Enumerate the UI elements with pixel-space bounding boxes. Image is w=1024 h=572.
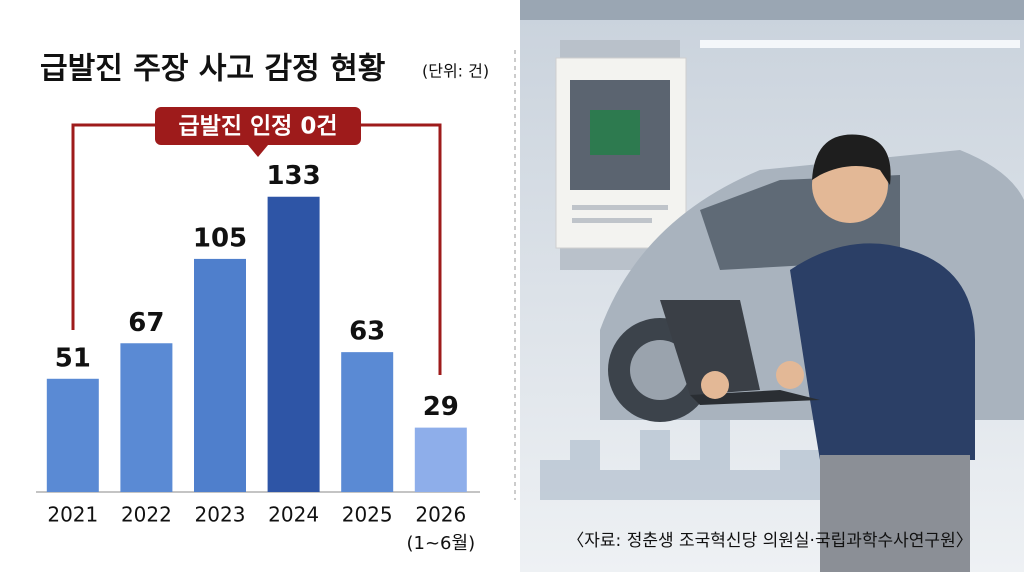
value-label: 51 [55,343,91,373]
value-label: 105 [193,223,247,253]
bar [120,343,173,492]
value-label: 133 [266,161,320,191]
annotation-pointer [248,145,268,157]
chart-title: 급발진 주장 사고 감정 현황 [40,52,385,87]
annotation-box [155,107,361,145]
illustration [520,0,1024,572]
x-tick-label: 2025 [342,503,393,527]
x-tick-label: 2023 [195,503,246,527]
x-tick-label: 2021 [47,503,98,527]
value-label: 67 [128,308,164,338]
bar [194,258,246,492]
unit-label: (단위: 건) [422,62,489,81]
bar [267,196,320,493]
x-tick-label: 2024 [268,503,319,527]
x-tick-label: 2022 [121,503,172,527]
bar [46,378,99,492]
x-tick-note: (1~6월) [407,533,476,554]
bar [414,427,467,492]
bar [341,352,394,492]
value-label: 63 [349,317,385,347]
value-label: 29 [423,392,459,422]
annotation: 급발진 인정 0건 [179,114,338,140]
x-tick-label: 2026 [415,503,466,527]
source: 〈자료: 정춘생 조국혁신당 의원실·국립과학수사연구원〉 [567,531,972,551]
